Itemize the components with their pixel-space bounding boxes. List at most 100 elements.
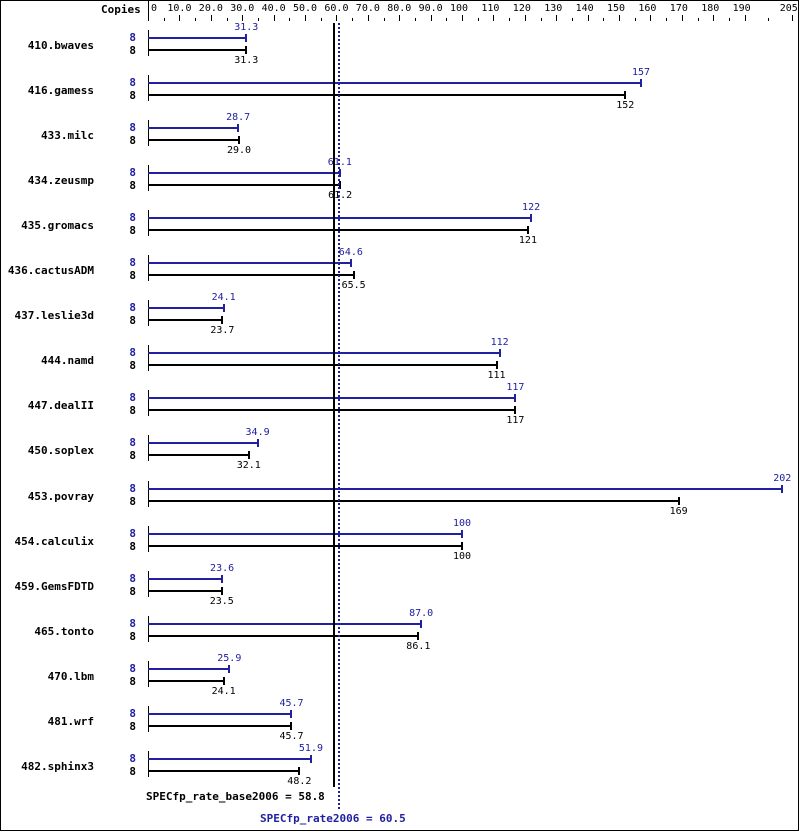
peak-bar	[148, 37, 247, 39]
benchmark-name: 447.dealII	[27, 399, 94, 412]
base-bar-cap	[526, 226, 529, 234]
bar-start-line	[148, 616, 149, 642]
base-bar	[148, 680, 224, 682]
bar-start-line	[148, 481, 149, 507]
x-tick-minor	[195, 18, 196, 21]
benchmark-name: 433.milc	[41, 129, 94, 142]
peak-bar	[148, 668, 230, 670]
x-tick-minor	[258, 18, 259, 21]
peak-value: 24.1	[211, 292, 236, 303]
x-tick-minor	[541, 18, 542, 21]
peak-bar-cap	[498, 349, 501, 357]
base-bar	[148, 770, 300, 772]
x-tick-label: 80.0	[387, 3, 412, 14]
base-value: 117	[506, 415, 525, 426]
base-summary-label: SPECfp_rate_base2006 = 58.8	[146, 790, 325, 803]
base-bar-cap	[624, 91, 627, 99]
base-bar	[148, 139, 240, 141]
bar-start-line	[148, 571, 149, 597]
base-value: 65.5	[341, 280, 366, 291]
base-bar	[148, 364, 497, 366]
peak-copies: 8	[129, 301, 136, 314]
peak-bar	[148, 127, 239, 129]
peak-copies: 8	[129, 166, 136, 179]
base-bar-cap	[238, 136, 241, 144]
base-bar	[148, 590, 222, 592]
x-tick-label: 40.0	[261, 3, 286, 14]
peak-copies: 8	[129, 527, 136, 540]
benchmark-name: 416.gamess	[27, 84, 94, 97]
base-value: 48.2	[287, 776, 312, 787]
x-tick-major	[650, 15, 651, 21]
x-tick-minor	[352, 18, 353, 21]
benchmark-name: 481.wrf	[47, 715, 94, 728]
peak-value: 28.7	[226, 112, 251, 123]
peak-bar	[148, 307, 224, 309]
peak-copies: 8	[129, 572, 136, 585]
x-tick-major	[305, 15, 306, 21]
base-copies: 8	[129, 495, 136, 508]
base-bar	[148, 500, 679, 502]
x-tick-minor	[478, 18, 479, 21]
x-tick-major	[211, 15, 212, 21]
x-tick-major	[431, 15, 432, 21]
base-value: 45.7	[279, 731, 304, 742]
benchmark-name: 450.soplex	[27, 444, 94, 457]
peak-bar-cap	[256, 439, 259, 447]
x-tick-minor	[509, 18, 510, 21]
x-tick-label: 150	[607, 3, 626, 14]
base-bar-cap	[677, 497, 680, 505]
x-tick-label: 140	[575, 3, 594, 14]
base-bar-cap	[220, 587, 223, 595]
base-copies: 8	[129, 720, 136, 733]
peak-summary-label: SPECfp_rate2006 = 60.5	[260, 812, 406, 825]
x-tick-minor	[164, 18, 165, 21]
peak-value: 64.6	[338, 247, 363, 258]
bar-start-line	[148, 30, 149, 56]
base-bar	[148, 274, 354, 276]
x-tick-label: 205	[779, 3, 798, 14]
benchmark-name: 470.lbm	[47, 670, 94, 683]
peak-value: 117	[506, 382, 525, 393]
peak-bar-cap	[639, 79, 642, 87]
x-tick-major	[556, 15, 557, 21]
peak-copies: 8	[129, 707, 136, 720]
x-tick-label: 60.0	[324, 3, 349, 14]
peak-bar-cap	[222, 304, 225, 312]
benchmark-name: 453.povray	[27, 490, 94, 503]
bar-start-line	[148, 526, 149, 552]
benchmark-name: 410.bwaves	[27, 39, 94, 52]
base-bar-cap	[222, 677, 225, 685]
peak-value: 112	[490, 337, 509, 348]
peak-bar	[148, 172, 340, 174]
benchmark-name: 436.cactusADM	[7, 264, 94, 277]
x-tick-major	[525, 15, 526, 21]
base-copies: 8	[129, 89, 136, 102]
x-tick-label: 120	[512, 3, 531, 14]
benchmark-name: 454.calculix	[14, 535, 94, 548]
x-tick-minor	[572, 18, 573, 21]
base-copies: 8	[129, 540, 136, 553]
base-copies: 8	[129, 585, 136, 598]
x-tick-label: 50.0	[293, 3, 318, 14]
peak-copies: 8	[129, 617, 136, 630]
peak-bar	[148, 262, 351, 264]
x-tick-label: 70.0	[355, 3, 380, 14]
peak-value: 122	[522, 202, 541, 213]
base-bar-cap	[417, 632, 420, 640]
base-bar	[148, 94, 626, 96]
peak-copies: 8	[129, 76, 136, 89]
peak-copies: 8	[129, 482, 136, 495]
base-copies: 8	[129, 404, 136, 417]
base-bar-cap	[339, 181, 342, 189]
peak-bar	[148, 623, 422, 625]
base-value: 111	[487, 370, 506, 381]
bar-start-line	[148, 390, 149, 416]
x-tick-label: 180	[701, 3, 720, 14]
base-bar	[148, 635, 419, 637]
base-value: 31.3	[234, 55, 259, 66]
peak-bar	[148, 397, 516, 399]
peak-bar	[148, 82, 641, 84]
base-bar-cap	[245, 46, 248, 54]
base-copies: 8	[129, 269, 136, 282]
